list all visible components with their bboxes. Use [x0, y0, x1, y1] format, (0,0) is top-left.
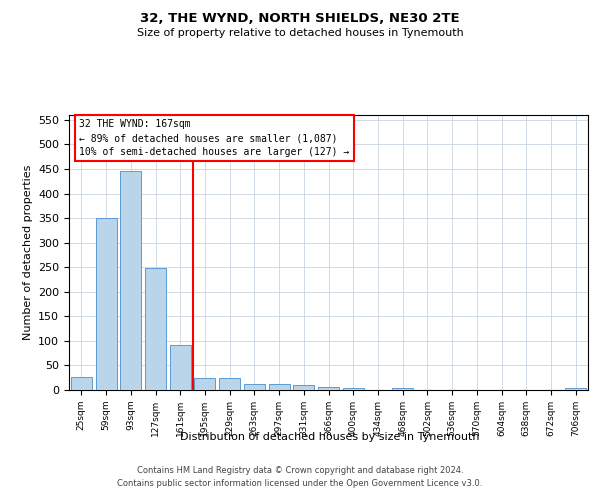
- Bar: [244, 384, 265, 390]
- Text: Size of property relative to detached houses in Tynemouth: Size of property relative to detached ho…: [137, 28, 463, 38]
- Text: 32, THE WYND, NORTH SHIELDS, NE30 2TE: 32, THE WYND, NORTH SHIELDS, NE30 2TE: [140, 12, 460, 26]
- Bar: [71, 376, 92, 390]
- Bar: [194, 378, 215, 390]
- Text: Contains HM Land Registry data © Crown copyright and database right 2024.
Contai: Contains HM Land Registry data © Crown c…: [118, 466, 482, 487]
- Bar: [565, 388, 586, 390]
- Bar: [269, 384, 290, 390]
- Text: Distribution of detached houses by size in Tynemouth: Distribution of detached houses by size …: [180, 432, 480, 442]
- Bar: [145, 268, 166, 390]
- Bar: [95, 218, 116, 390]
- Bar: [392, 388, 413, 390]
- Bar: [219, 378, 240, 390]
- Bar: [343, 388, 364, 390]
- Bar: [120, 172, 141, 390]
- Bar: [293, 385, 314, 390]
- Bar: [318, 386, 339, 390]
- Text: 32 THE WYND: 167sqm
← 89% of detached houses are smaller (1,087)
10% of semi-det: 32 THE WYND: 167sqm ← 89% of detached ho…: [79, 119, 350, 157]
- Y-axis label: Number of detached properties: Number of detached properties: [23, 165, 32, 340]
- Bar: [170, 345, 191, 390]
